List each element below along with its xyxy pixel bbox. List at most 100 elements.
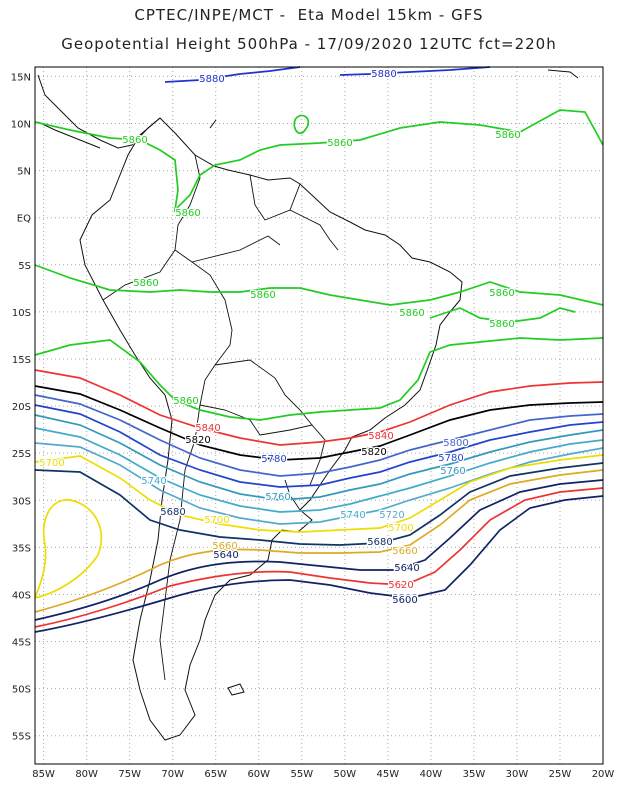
lon-tick-label: 75W xyxy=(118,769,141,780)
contour-line xyxy=(34,495,604,633)
contour-label: 5840 xyxy=(368,431,393,442)
contour-line xyxy=(34,427,604,513)
contour-label: 5720 xyxy=(379,510,404,521)
contour-label: 5880 xyxy=(371,69,396,80)
lon-tick-label: 55W xyxy=(290,769,313,780)
lat-tick-label: 15N xyxy=(11,72,31,83)
lon-tick-label: 45W xyxy=(377,769,400,780)
caribbean-island xyxy=(547,69,579,79)
contour-labels: 5880 5880 5860 5860 5860 5860 5860 5860 5860 5860… xyxy=(38,68,522,608)
lon-tick-label: 70W xyxy=(161,769,184,780)
central-america-coastline-north xyxy=(37,121,101,149)
height-contours xyxy=(34,66,604,633)
lon-tick-label: 25W xyxy=(549,769,572,780)
contour-label: 5700 xyxy=(204,515,229,526)
contour-line xyxy=(34,479,604,621)
contour-line xyxy=(34,337,604,421)
lat-tick-label: 25S xyxy=(12,449,31,460)
falkland-islands xyxy=(227,683,245,696)
contour-line xyxy=(34,469,604,613)
lat-tick-label: 10N xyxy=(11,120,31,131)
contour-line xyxy=(429,307,576,323)
lat-tick-label: 5N xyxy=(17,167,31,178)
contour-line xyxy=(164,66,301,83)
lon-tick-label: 80W xyxy=(75,769,98,780)
contour-label: 5800 xyxy=(443,438,468,449)
contour-label: 5660 xyxy=(392,546,417,557)
lat-tick-label: 40S xyxy=(12,590,31,601)
lat-tick-label: 20S xyxy=(12,402,31,413)
contour-line xyxy=(34,499,103,599)
lat-tick-label: 5S xyxy=(18,261,31,272)
contour-line xyxy=(34,414,604,501)
contour-label: 5760 xyxy=(265,492,290,503)
contour-label: 5740 xyxy=(141,476,166,487)
lon-tick-label: 35W xyxy=(463,769,486,780)
contour-label: 5760 xyxy=(440,466,465,477)
contour-line xyxy=(34,404,604,488)
contour-label: 5820 xyxy=(361,447,386,458)
contour-label: 5860 xyxy=(122,135,147,146)
lon-tick-label: 20W xyxy=(592,769,615,780)
contour-label: 5860 xyxy=(175,208,200,219)
contour-label: 5680 xyxy=(367,537,392,548)
contour-line xyxy=(34,454,604,533)
lon-tick-label: 30W xyxy=(506,769,529,780)
contour-label: 5860 xyxy=(489,288,514,299)
contour-label: 5660 xyxy=(212,541,237,552)
contour-line xyxy=(34,385,604,461)
grid-lines xyxy=(35,67,604,764)
contour-label: 5840 xyxy=(195,423,220,434)
contour-line xyxy=(34,487,604,628)
contour-label: 5860 xyxy=(489,319,514,330)
contour-line xyxy=(34,394,604,477)
contour-label: 5600 xyxy=(392,595,417,606)
contour-label: 5640 xyxy=(213,550,238,561)
lat-tick-label: 15S xyxy=(12,355,31,366)
country-borders xyxy=(102,154,339,681)
lat-tick-label: 35S xyxy=(12,543,31,554)
contour-label: 5780 xyxy=(261,454,286,465)
latitude-tick-labels: 15N 10N 5N EQ 5S 10S 15S 20S 25S 30S 35S 40S 45S 50S 5… xyxy=(11,72,31,742)
contour-label: 5860 xyxy=(327,138,352,149)
contour-label: 5680 xyxy=(160,507,185,518)
contour-line xyxy=(34,109,604,213)
lat-tick-label: 50S xyxy=(12,685,31,696)
lat-tick-label: 55S xyxy=(12,732,31,743)
chart-title-line2: Geopotential Height 500hPa - 17/09/2020 … xyxy=(61,35,557,53)
lon-tick-label: 60W xyxy=(247,769,270,780)
contour-label: 5620 xyxy=(388,580,413,591)
contour-label: 5700 xyxy=(39,458,64,469)
lon-tick-label: 65W xyxy=(204,769,227,780)
longitude-tick-labels: 85W 80W 75W 70W 65W 60W 55W 50W 45W 40W 35W 30W 25W 2… xyxy=(32,769,614,780)
caribbean-island xyxy=(209,119,217,129)
contour-label: 5700 xyxy=(388,523,413,534)
contour-label: 5740 xyxy=(340,510,365,521)
contour-label: 5860 xyxy=(495,130,520,141)
chart-title-line1: CPTEC/INPE/MCT - Eta Model 15km - GFS xyxy=(134,6,484,24)
contour-line xyxy=(34,264,604,306)
contour-line xyxy=(34,462,604,546)
lat-tick-label: 30S xyxy=(12,496,31,507)
contour-label: 5780 xyxy=(438,453,463,464)
contour-label: 5860 xyxy=(133,278,158,289)
contour-label: 5800 xyxy=(392,593,417,604)
contour-label: 5860 xyxy=(173,396,198,407)
lon-tick-label: 50W xyxy=(334,769,357,780)
central-america-coastline xyxy=(37,74,161,149)
contour-line xyxy=(34,369,604,446)
contour-label: 5640 xyxy=(394,563,419,574)
lon-tick-label: 85W xyxy=(32,769,55,780)
contour-label: 5860 xyxy=(399,308,424,319)
contour-label: 5820 xyxy=(185,435,210,446)
lon-tick-label: 40W xyxy=(420,769,443,780)
map-frame xyxy=(34,66,604,765)
contour-line xyxy=(339,66,491,76)
lat-tick-label: EQ xyxy=(17,214,31,225)
lat-tick-label: 45S xyxy=(12,638,31,649)
contour-label: 5880 xyxy=(199,74,224,85)
contour-line xyxy=(293,114,310,135)
lat-tick-label: 10S xyxy=(12,308,31,319)
contour-label: 5860 xyxy=(250,290,275,301)
